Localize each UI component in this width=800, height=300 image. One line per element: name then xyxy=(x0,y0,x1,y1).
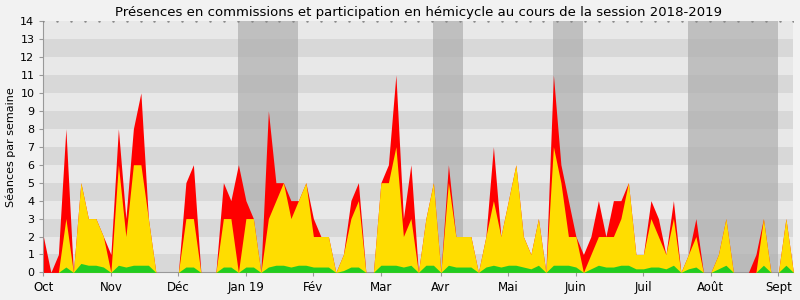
Bar xyxy=(238,21,298,272)
Bar xyxy=(43,219,794,236)
Bar xyxy=(43,254,794,272)
Bar xyxy=(43,3,794,21)
Bar xyxy=(689,21,778,272)
Bar xyxy=(43,75,794,93)
Bar xyxy=(43,39,794,57)
Bar xyxy=(43,129,794,147)
Bar xyxy=(43,183,794,201)
Bar xyxy=(43,147,794,165)
Bar xyxy=(43,236,794,254)
Bar xyxy=(554,21,583,272)
Title: Présences en commissions et participation en hémicycle au cours de la session 20: Présences en commissions et participatio… xyxy=(115,6,722,19)
Bar xyxy=(43,21,794,39)
Bar xyxy=(43,93,794,111)
Bar xyxy=(43,165,794,183)
Bar xyxy=(43,57,794,75)
Bar xyxy=(43,111,794,129)
Bar xyxy=(43,201,794,219)
Y-axis label: Séances par semaine: Séances par semaine xyxy=(6,87,16,207)
Bar xyxy=(434,21,463,272)
